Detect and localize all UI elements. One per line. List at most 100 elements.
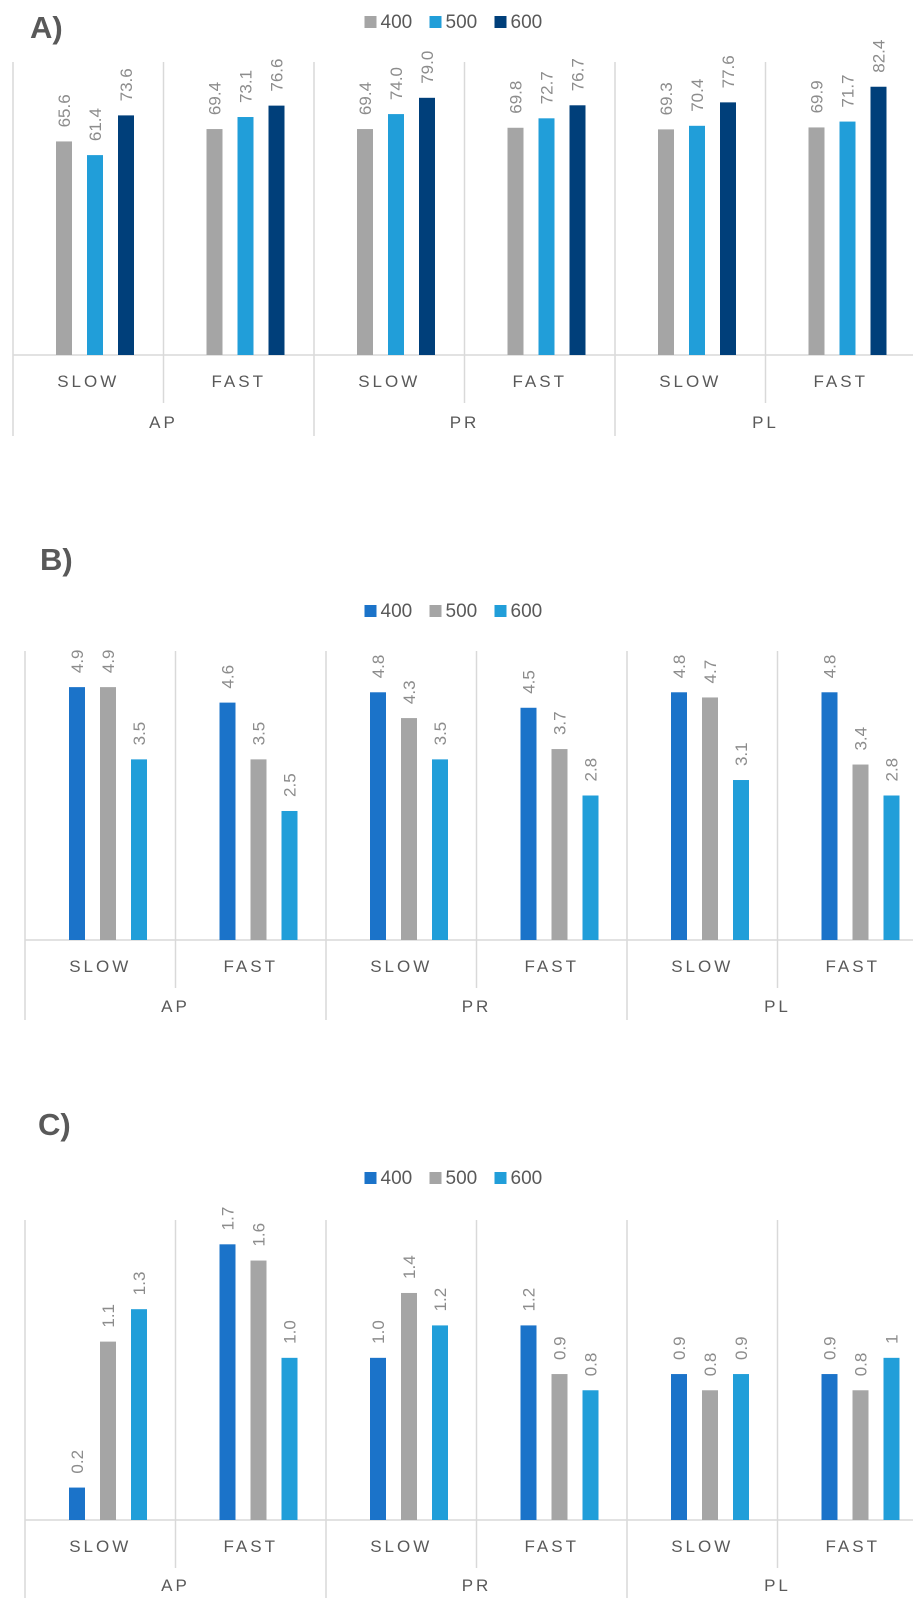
panel-b-data-label-pl-slow-400: 4.8: [670, 655, 689, 679]
panel-b-bar-pl-slow-600: [733, 780, 749, 940]
panel-b-legend-label-400: 400: [381, 601, 413, 622]
panel-a-bar-pl-slow-500: [689, 125, 705, 355]
panel-c-data-label-pr-slow-400: 1.0: [369, 1320, 388, 1344]
panel-a-data-label-pl-fast-600: 82.4: [870, 40, 889, 73]
panel-a-data-label-pr-slow-500: 74.0: [387, 67, 406, 100]
panel-c-bar-pr-slow-600: [432, 1325, 448, 1520]
panel-b-data-label-pl-slow-600: 3.1: [732, 742, 751, 766]
panel-a-bar-pl-fast-600: [870, 86, 887, 356]
panel-b-bar-ap-slow-400: [69, 687, 85, 940]
panel-b-data-label-pl-fast-500: 3.4: [852, 727, 871, 751]
panel-b-legend-label-600: 600: [511, 601, 543, 622]
panel-a-bar-pl-fast-400: [808, 127, 825, 355]
panel-c-bar-pl-slow-600: [733, 1374, 749, 1520]
panel-b-group-label-pr: PR: [462, 997, 492, 1016]
panel-b-bar-pr-fast-600: [582, 795, 599, 940]
panel-a-category-label: SLOW: [358, 372, 420, 391]
panel-c-data-label-pl-fast-500: 0.8: [852, 1353, 871, 1377]
panel-c-category-label: SLOW: [69, 1537, 131, 1556]
panel-c-bar-pr-fast-500: [551, 1374, 568, 1520]
panel-b-bar-ap-slow-500: [100, 687, 116, 940]
panel-b-group-label-ap: AP: [161, 997, 190, 1016]
panel-b-data-label-pr-fast-400: 4.5: [520, 670, 539, 694]
panel-b-bar-ap-fast-400: [219, 702, 236, 940]
panel-b-data-label-ap-fast-600: 2.5: [281, 773, 300, 797]
panel-c-data-label-pr-fast-500: 0.9: [551, 1336, 570, 1360]
panel-c-legend-swatch-500: [429, 1172, 442, 1184]
panel-b-bar-pr-fast-400: [520, 707, 537, 940]
panel-c-data-label-ap-slow-400: 0.2: [68, 1450, 87, 1474]
panel-b-category-label: FAST: [825, 957, 880, 976]
panel-a-label: A): [30, 10, 63, 45]
panel-a-category-label: SLOW: [659, 372, 721, 391]
panel-c-bar-pr-slow-500: [401, 1292, 417, 1520]
panel-a-bar-ap-slow-500: [87, 155, 103, 355]
panel-b-category-label: FAST: [223, 957, 278, 976]
panel-c-data-label-ap-slow-600: 1.3: [130, 1272, 149, 1296]
panel-c-legend-label-600: 600: [511, 1168, 543, 1189]
panel-a-bar-pr-fast-400: [507, 127, 524, 355]
panel-c-category-label: FAST: [223, 1537, 278, 1556]
panel-b-data-label-ap-fast-400: 4.6: [219, 665, 238, 689]
panel-b-group-label-pl: PL: [764, 997, 791, 1016]
panel-b-legend-swatch-400: [364, 605, 377, 617]
panel-b-bar-pl-slow-400: [671, 692, 687, 940]
panel-c-legend-swatch-600: [494, 1172, 507, 1184]
panel-b-label: B): [40, 542, 73, 577]
panel-a-bar-ap-fast-600: [268, 105, 285, 355]
panel-b-data-label-ap-fast-500: 3.5: [250, 722, 269, 746]
panel-c-bar-pr-slow-400: [370, 1357, 386, 1520]
panel-b-bar-ap-fast-500: [250, 759, 267, 940]
panel-c-data-label-pl-slow-500: 0.8: [701, 1353, 720, 1377]
panel-b-data-label-pr-slow-400: 4.8: [369, 655, 388, 679]
panel-c-bar-pl-slow-500: [702, 1390, 718, 1520]
panel-b-legend-label-500: 500: [446, 601, 478, 622]
panel-c-bar-ap-slow-500: [100, 1341, 116, 1520]
panel-a-group-label-ap: AP: [149, 413, 178, 432]
panel-b-data-label-ap-slow-500: 4.9: [99, 649, 118, 673]
panel-b-bar-ap-slow-600: [131, 759, 147, 940]
panel-a-legend-swatch-600: [494, 16, 507, 28]
panel-a-bar-pl-slow-600: [720, 102, 736, 355]
panel-c-data-label-pr-slow-600: 1.2: [431, 1288, 450, 1312]
panel-c-bar-pl-fast-500: [852, 1390, 869, 1520]
panel-a-group-label-pr: PR: [450, 413, 480, 432]
panel-b-bar-pl-fast-600: [883, 795, 900, 940]
panel-a-bar-pr-fast-600: [569, 105, 586, 355]
panel-c-data-label-ap-fast-500: 1.6: [250, 1223, 269, 1247]
panel-a-data-label-pl-slow-500: 70.4: [688, 79, 707, 112]
panel-b-category-label: FAST: [524, 957, 579, 976]
panel-b-bar-pl-fast-500: [852, 764, 869, 940]
panel-a-data-label-pr-slow-400: 69.4: [356, 82, 375, 115]
panel-c-data-label-pl-slow-400: 0.9: [670, 1336, 689, 1360]
panel-b-category-label: SLOW: [671, 957, 733, 976]
panel-b-data-label-pl-slow-500: 4.7: [701, 660, 720, 684]
panel-a-bar-ap-slow-600: [118, 115, 134, 355]
panel-a-bar-pl-slow-400: [658, 129, 674, 355]
panel-a-group-label-pl: PL: [752, 413, 779, 432]
panel-b-category-label: SLOW: [69, 957, 131, 976]
panel-c-data-label-pr-fast-600: 0.8: [582, 1353, 601, 1377]
panel-b-legend-swatch-500: [429, 605, 442, 617]
panel-a-bar-pr-slow-400: [357, 129, 373, 355]
panel-a-legend-label-500: 500: [446, 12, 478, 33]
panel-c-data-label-ap-slow-500: 1.1: [99, 1304, 118, 1328]
panel-b-data-label-pr-slow-500: 4.3: [400, 680, 419, 704]
panel-b-bar-pr-slow-600: [432, 759, 448, 940]
panel-b-data-label-ap-slow-400: 4.9: [68, 649, 87, 673]
panel-a-category-label: SLOW: [57, 372, 119, 391]
panel-c-bar-ap-slow-600: [131, 1309, 147, 1520]
panel-c-legend-label-400: 400: [381, 1168, 413, 1189]
panel-a-data-label-pl-slow-600: 77.6: [719, 55, 738, 88]
panel-a-data-label-ap-fast-600: 76.6: [268, 59, 287, 92]
panel-a-category-label: FAST: [813, 372, 868, 391]
panel-c-label: C): [38, 1107, 71, 1142]
panel-c-data-label-ap-fast-600: 1.0: [281, 1320, 300, 1344]
panel-a-legend-label-600: 600: [511, 12, 543, 33]
panel-a-bar-pr-slow-500: [388, 114, 404, 355]
panel-b-bar-pl-fast-400: [821, 692, 838, 940]
panel-a-data-label-ap-slow-500: 61.4: [86, 108, 105, 141]
panel-b-bar-pr-fast-500: [551, 749, 568, 940]
panel-b-data-label-pl-fast-400: 4.8: [821, 655, 840, 679]
